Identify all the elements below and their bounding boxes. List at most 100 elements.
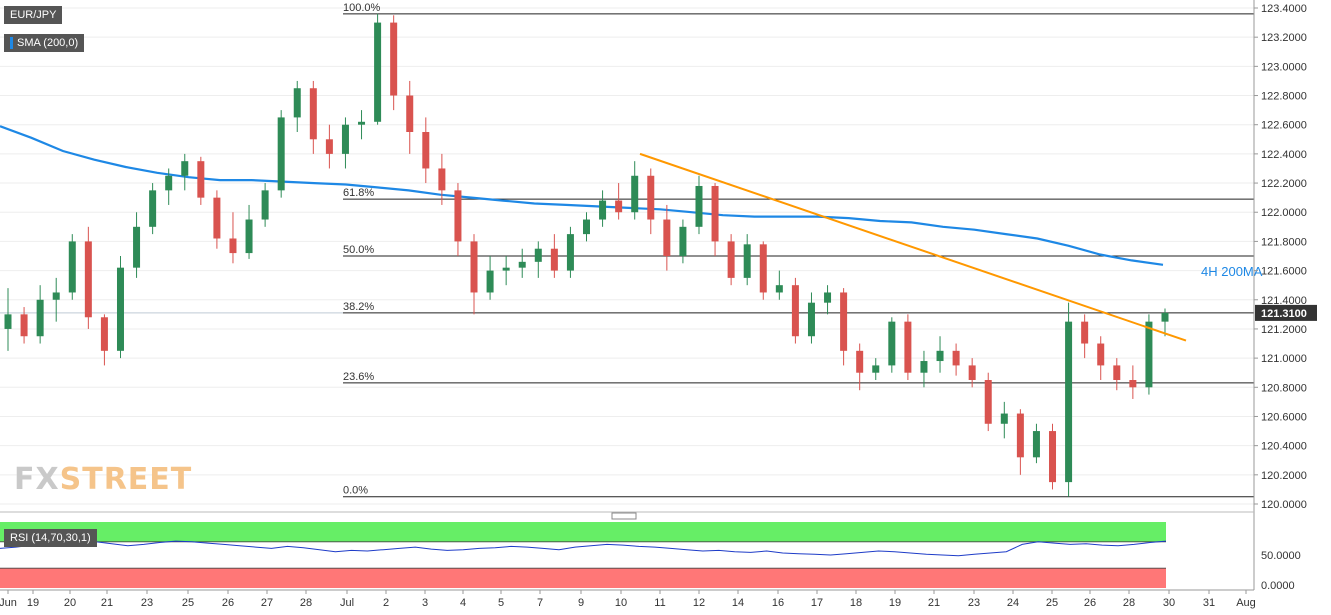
- x-tick-label: 20: [64, 597, 76, 609]
- candle-body: [888, 321, 896, 366]
- y-tick-label: 121.6000: [1261, 266, 1307, 278]
- candle-body: [309, 88, 317, 140]
- candle-body: [1000, 413, 1008, 424]
- y-tick-label: 122.2000: [1261, 178, 1307, 190]
- candle-body: [583, 219, 590, 235]
- candle-body: [1049, 431, 1057, 483]
- x-tick-label: Jul: [340, 597, 354, 609]
- candle-body: [1161, 312, 1169, 322]
- trendline-layer: [639, 152, 1187, 342]
- candle-body: [1032, 431, 1040, 458]
- candle-body: [470, 241, 478, 293]
- candle-body: [213, 197, 221, 239]
- candle-body: [4, 314, 12, 329]
- candle-body: [406, 95, 414, 132]
- candle-body: [1129, 380, 1137, 388]
- y-tick-label: 121.2000: [1261, 324, 1307, 336]
- y-tick-label: 123.2000: [1261, 32, 1307, 44]
- candle-body: [904, 321, 912, 373]
- y-tick-label: 122.6000: [1261, 120, 1307, 132]
- candle-body: [759, 244, 767, 293]
- candle-body: [502, 267, 510, 271]
- price-badge: [1255, 304, 1317, 321]
- candle-body: [615, 200, 623, 213]
- x-tick-label: 19: [27, 597, 39, 609]
- candle-body: [856, 350, 864, 373]
- candle-body: [968, 365, 976, 380]
- candle-body: [1016, 413, 1024, 458]
- candle-body: [36, 299, 44, 337]
- candle-body: [197, 161, 205, 198]
- candle-body: [68, 241, 76, 293]
- fib-label: 0.0%: [343, 485, 368, 497]
- x-tick-label: 10: [615, 597, 627, 609]
- x-tick-label: 26: [1084, 597, 1096, 609]
- fib-label: 50.0%: [343, 244, 374, 256]
- y-tick-label: 120.2000: [1261, 470, 1307, 482]
- x-tick-label: 25: [1046, 597, 1058, 609]
- candle-body: [840, 292, 848, 351]
- y-tick-label: 123.4000: [1261, 3, 1307, 15]
- fib-label: 61.8%: [343, 187, 374, 199]
- candle-body: [100, 317, 108, 351]
- x-axis: Jun 19 20 21 23 25 26 27 28 Jul 2 3 4 5 7 9 10 11 12 14 16 17…: [0, 589, 1256, 609]
- candle-body: [20, 314, 28, 337]
- x-tick-label: 18: [850, 597, 862, 609]
- candles: [4, 13, 1169, 497]
- ma-annotation: 4H 200MA: [1201, 264, 1263, 279]
- y-tick-label: 120.4000: [1261, 441, 1307, 453]
- candle-body: [1065, 321, 1073, 483]
- candle-body: [358, 121, 366, 125]
- y-tick-label: 120.6000: [1261, 411, 1307, 423]
- candle-body: [438, 168, 446, 191]
- panel-resize-handle: [611, 512, 637, 520]
- x-tick-label: 14: [732, 597, 744, 609]
- y-tick-label: 123.0000: [1261, 61, 1307, 73]
- candle-body: [116, 267, 124, 351]
- candle-body: [181, 161, 189, 176]
- x-tick-label: 23: [141, 597, 153, 609]
- candle-body: [936, 350, 944, 362]
- candle-body: [422, 132, 430, 169]
- symbol-label[interactable]: EUR/JPY: [4, 6, 63, 24]
- sma200-line: [0, 125, 1164, 266]
- candle-body: [791, 285, 799, 337]
- x-tick-label: 4: [460, 597, 466, 609]
- x-tick-label: 30: [1163, 597, 1175, 609]
- sma-label[interactable]: SMA (200,0): [4, 34, 85, 53]
- candle-body: [534, 248, 542, 262]
- fxstreet-logo: FXSTREET: [14, 462, 193, 497]
- price-badge-label: 121.3100: [1261, 308, 1307, 320]
- candle-body: [1113, 365, 1121, 380]
- y-tick-label: 122.0000: [1261, 207, 1307, 219]
- rsi-oversold-zone: [0, 568, 1166, 588]
- candle-body: [984, 380, 992, 424]
- rsi-overbought-zone: [0, 522, 1166, 542]
- y-tick-label: 121.4000: [1261, 295, 1307, 307]
- rsi-label[interactable]: RSI (14,70,30,1): [4, 529, 97, 547]
- candle-body: [454, 190, 462, 242]
- x-tick-label: 31: [1203, 597, 1215, 609]
- candle-body: [679, 226, 687, 256]
- sma-color-swatch: [10, 37, 13, 50]
- y-tick-label: 121.8000: [1261, 236, 1307, 248]
- candle-body: [390, 22, 398, 96]
- x-tick-label: 11: [654, 597, 665, 609]
- candle-body: [631, 175, 639, 213]
- candle-body: [245, 219, 253, 254]
- y-tick-label: 120.0000: [1261, 499, 1307, 511]
- rsi-panel: 50.0000 0.0000: [0, 511, 1301, 592]
- x-tick-label: 19: [889, 597, 901, 609]
- x-tick-label: 2: [383, 597, 389, 609]
- y-tick-label: 122.8000: [1261, 91, 1307, 103]
- x-tick-label: 25: [182, 597, 194, 609]
- x-tick-label: 3: [422, 597, 428, 609]
- x-tick-label: 9: [578, 597, 584, 609]
- candle-body: [807, 302, 815, 337]
- x-tick-label: 16: [772, 597, 784, 609]
- candle-body: [133, 226, 141, 268]
- x-tick-label: 21: [101, 597, 113, 609]
- candle-body: [743, 244, 751, 278]
- candle-body: [293, 88, 301, 118]
